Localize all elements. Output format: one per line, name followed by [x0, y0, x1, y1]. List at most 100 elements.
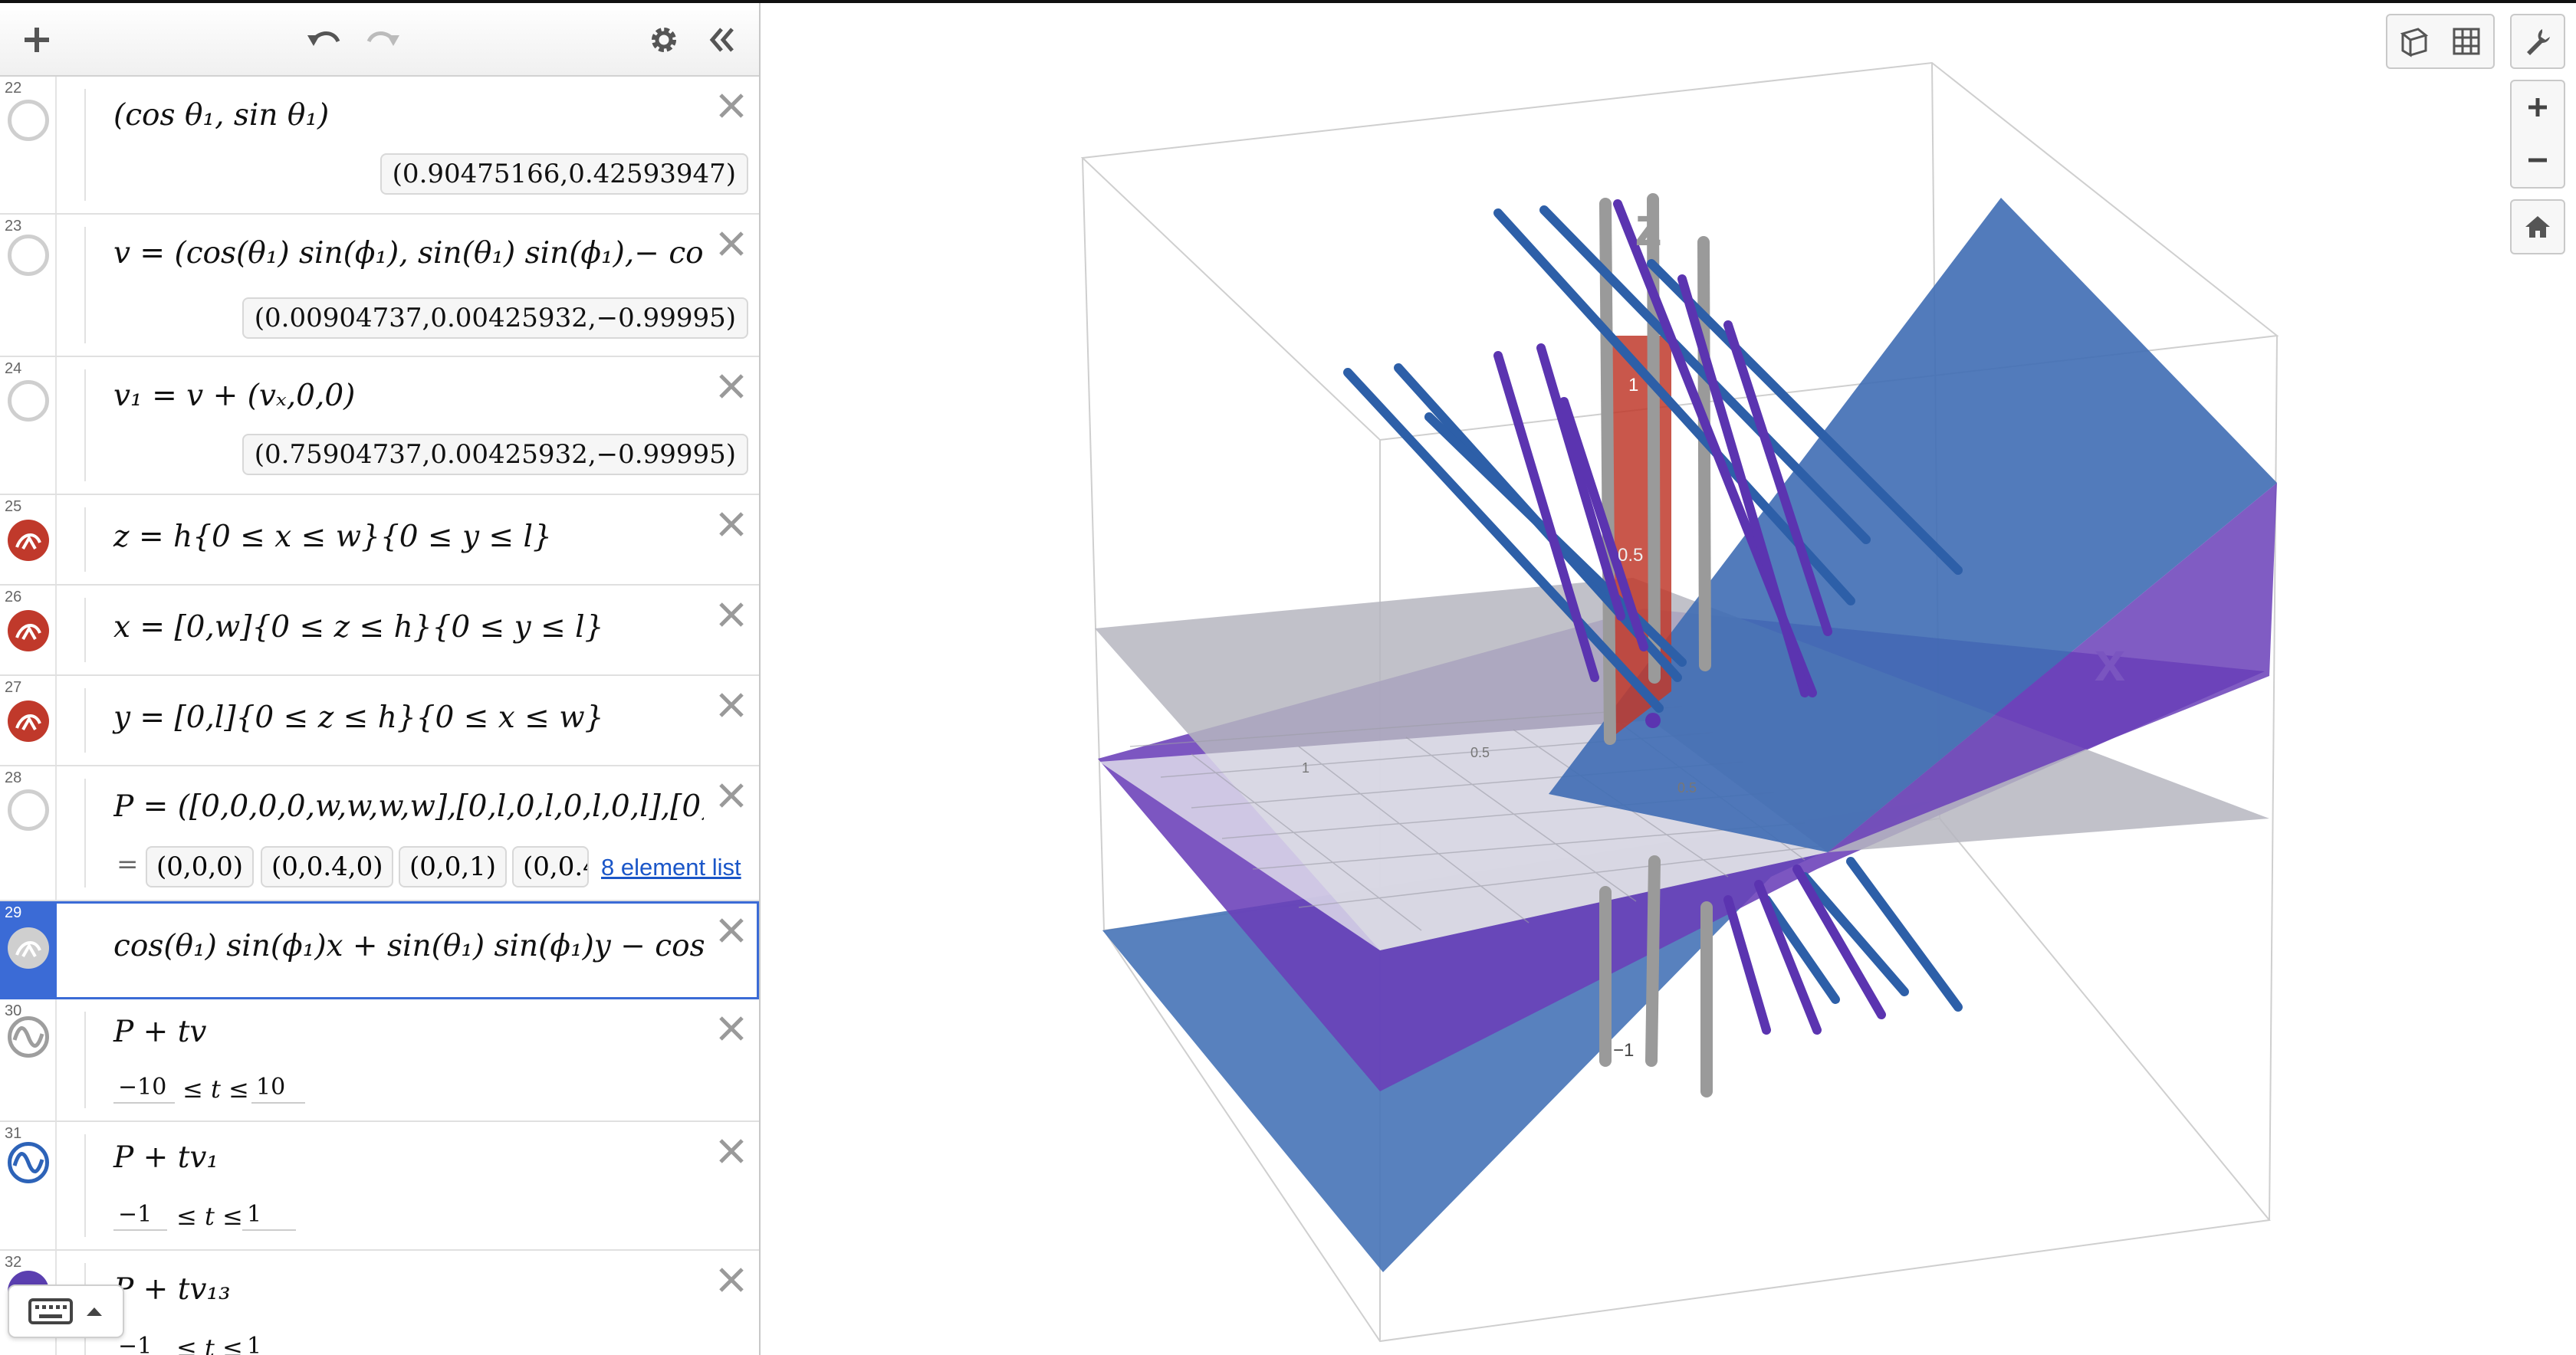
z-axis-label: z	[1635, 196, 1662, 258]
gear-icon	[652, 28, 676, 52]
list-item-chip: (0,0.4,0)	[261, 846, 394, 887]
expression-latex[interactable]: v = (cos(θ₁) sin(ϕ₁), sin(θ₁) sin(ϕ₁),− …	[113, 236, 704, 271]
expression-number: 29	[5, 904, 22, 921]
keyboard-icon	[28, 1298, 73, 1324]
expression-row[interactable]: 27 y = [0,l]{0 ≤ z ≤ h}{0 ≤ x ≤ w}	[0, 676, 759, 766]
expression-row[interactable]: 30 P + tv −10 ≤ t ≤ 10	[0, 999, 759, 1122]
close-icon[interactable]	[715, 598, 748, 632]
expression-list: 22 (cos θ₁, sin θ₁) = (0.90475166,0.4259…	[0, 77, 759, 1355]
close-icon[interactable]	[715, 227, 748, 261]
redo-icon	[366, 31, 399, 46]
hidden-circle-icon[interactable]	[8, 789, 49, 831]
t-min-input[interactable]: −10	[113, 1073, 175, 1104]
add-button[interactable]	[11, 14, 63, 66]
expression-number: 30	[5, 1002, 22, 1019]
expression-row[interactable]: 24 v₁ = v + (vₓ,0,0) = (0.75904737,0.004…	[0, 357, 759, 495]
keypad-toggle-button[interactable]	[8, 1284, 124, 1338]
expression-latex[interactable]: x = [0,w]{0 ≤ z ≤ h}{0 ≤ y ≤ l}	[113, 610, 604, 645]
cube-view-button[interactable]	[2386, 14, 2441, 69]
zoom-out-button[interactable]	[2510, 133, 2565, 189]
expression-latex[interactable]: cos(θ₁) sin(ϕ₁)x + sin(θ₁) sin(ϕ₁)y − co…	[113, 929, 704, 963]
expression-panel: 22 (cos θ₁, sin θ₁) = (0.90475166,0.4259…	[0, 3, 761, 1355]
t-min-input[interactable]: −1	[113, 1332, 167, 1355]
home-button[interactable]	[2510, 199, 2565, 254]
grid-view-icon	[2453, 28, 2480, 55]
purple-lines	[1493, 199, 1886, 1035]
surface-visible-icon[interactable]	[8, 700, 49, 742]
expression-row[interactable]: 31 P + tv₁ −1 ≤ t ≤ 1	[0, 1122, 759, 1251]
expression-row[interactable]: 28 P = ([0,0,0,0,w,w,w,w],[0,l,0,l,0,l,0…	[0, 766, 759, 901]
expression-latex[interactable]: z = h{0 ≤ x ≤ w}{0 ≤ y ≤ l}	[113, 520, 552, 554]
expression-number: 31	[5, 1125, 22, 1142]
curve-blue-icon[interactable]	[8, 1142, 49, 1183]
settings-button[interactable]	[638, 14, 690, 66]
expression-number: 27	[5, 679, 22, 696]
zoom-out-icon	[2528, 158, 2547, 162]
curve-gray-icon[interactable]	[8, 1016, 49, 1058]
close-icon[interactable]	[715, 1263, 748, 1297]
collapse-panel-button[interactable]	[696, 14, 748, 66]
expression-latex[interactable]: P + tv₁	[113, 1140, 219, 1175]
expression-toolbar	[0, 3, 759, 77]
undo-button[interactable]	[297, 14, 350, 66]
expression-latex[interactable]: v₁ = v + (vₓ,0,0)	[113, 379, 356, 413]
expression-number: 25	[5, 498, 22, 515]
expression-latex[interactable]: P + tv	[113, 1015, 207, 1049]
list-item-chip: (0,0,0)	[146, 846, 255, 887]
zoom-in-button[interactable]	[2510, 80, 2565, 135]
expression-number: 22	[5, 80, 22, 97]
origin-point	[1645, 713, 1661, 728]
chevron-up-icon	[87, 1307, 102, 1316]
undo-icon	[307, 31, 340, 46]
close-icon[interactable]	[715, 89, 748, 123]
expression-latex[interactable]: P = ([0,0,0,0,w,w,w,w],[0,l,0,l,0,l,0,l]…	[113, 789, 704, 824]
close-icon[interactable]	[715, 914, 748, 947]
expression-row[interactable]: 23 v = (cos(θ₁) sin(ϕ₁), sin(θ₁) sin(ϕ₁)…	[0, 215, 759, 357]
tick-label: 0.5	[1470, 745, 1490, 760]
t-min-input[interactable]: −1	[113, 1200, 167, 1231]
t-max-input[interactable]: 1	[242, 1200, 296, 1231]
expression-number: 28	[5, 769, 22, 786]
home-icon	[2525, 216, 2550, 238]
list-item-chip: (0,0.4	[512, 846, 589, 887]
plus-icon	[25, 28, 49, 52]
hidden-circle-icon[interactable]	[8, 235, 49, 276]
close-icon[interactable]	[715, 688, 748, 722]
tick-label: 1	[1628, 375, 1638, 395]
double-chevron-left-icon	[709, 28, 734, 52]
zoom-in-icon	[2528, 98, 2547, 116]
redo-button[interactable]	[357, 14, 409, 66]
close-icon[interactable]	[715, 507, 748, 541]
surface-visible-icon[interactable]	[8, 520, 49, 561]
close-icon[interactable]	[715, 1012, 748, 1045]
evaluation-value: (0.90475166,0.42593947)	[380, 153, 748, 195]
close-icon[interactable]	[715, 369, 748, 403]
expression-row[interactable]: 25 z = h{0 ≤ x ≤ w}{0 ≤ y ≤ l}	[0, 495, 759, 586]
graph-3d-scene[interactable]: z x 1 0.5 −1 0.5 0.5 1	[762, 3, 2576, 1355]
close-icon[interactable]	[715, 779, 748, 812]
expression-number: 23	[5, 218, 22, 235]
hidden-circle-icon[interactable]	[8, 100, 49, 141]
surface-visible-icon[interactable]	[8, 610, 49, 651]
expression-row[interactable]: 22 (cos θ₁, sin θ₁) = (0.90475166,0.4259…	[0, 77, 759, 215]
grid-view-button[interactable]	[2440, 14, 2495, 69]
plane-visible-icon[interactable]	[8, 927, 49, 969]
close-icon[interactable]	[715, 1134, 748, 1168]
graph-3d-canvas[interactable]: z x 1 0.5 −1 0.5 0.5 1	[762, 3, 2576, 1355]
expression-latex[interactable]: (cos θ₁, sin θ₁)	[113, 98, 330, 133]
element-list-link[interactable]: 8 element list	[601, 854, 741, 881]
expression-row-selected[interactable]: 29 cos(θ₁) sin(ϕ₁)x + sin(θ₁) sin(ϕ₁)y −…	[0, 901, 759, 999]
x-axis-label: x	[2095, 632, 2125, 693]
tick-label: 0.5	[1618, 545, 1643, 566]
t-max-input[interactable]: 1	[242, 1332, 296, 1355]
t-max-input[interactable]: 10	[251, 1073, 305, 1104]
expression-row[interactable]: 26 x = [0,w]{0 ≤ z ≤ h}{0 ≤ y ≤ l}	[0, 586, 759, 676]
tick-label: −1	[1613, 1040, 1634, 1061]
expression-number: 26	[5, 589, 22, 605]
expression-latex[interactable]: y = [0,l]{0 ≤ z ≤ h}{0 ≤ x ≤ w}	[113, 700, 604, 735]
cube-view-icon	[2400, 28, 2429, 57]
evaluation-value: (0.00904737,0.00425932,−0.99995)	[242, 297, 748, 339]
graph-settings-button[interactable]	[2510, 14, 2565, 69]
expression-latex[interactable]: P + tv₁₃	[113, 1272, 231, 1307]
hidden-circle-icon[interactable]	[8, 380, 49, 422]
